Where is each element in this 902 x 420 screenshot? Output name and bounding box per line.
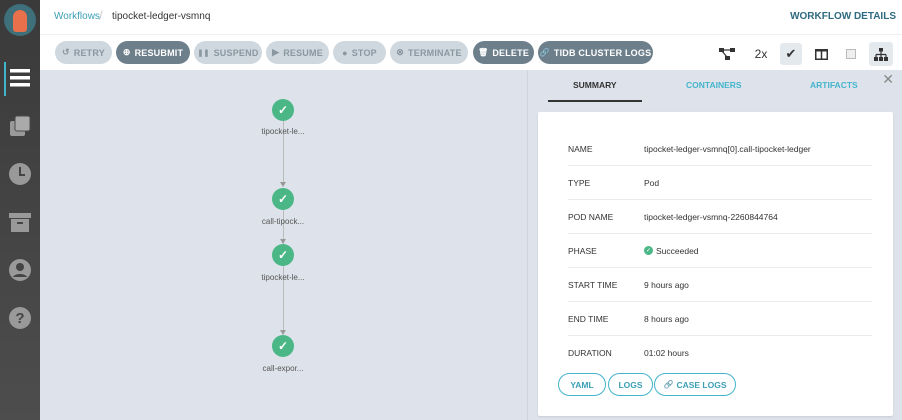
node-label: tipocket-le... (261, 273, 305, 282)
terminate-label: TERMINATE (408, 47, 462, 58)
summary-row-start-time: START TIME 9 hours ago (568, 268, 872, 302)
page-title: WORKFLOW DETAILS (790, 11, 896, 22)
row-key: DURATION (568, 348, 612, 358)
graph-edge (283, 206, 284, 244)
check-icon: ✓ (277, 192, 289, 206)
image-icon[interactable] (840, 43, 862, 65)
suspend-button[interactable]: ❚❚ SUSPEND (194, 41, 262, 64)
delete-button[interactable]: 🗑 DELETE (473, 41, 534, 64)
active-tab-underline (548, 100, 642, 102)
case-logs-label: CASE LOGS (676, 379, 727, 390)
graph-node[interactable]: ✓ (272, 99, 294, 121)
row-value: 01:02 hours (644, 348, 689, 358)
row-value: ✓ Succeeded (644, 246, 699, 256)
tab-containers[interactable]: CONTAINERS (686, 80, 742, 90)
user-icon[interactable] (8, 258, 32, 282)
stop-label: STOP (351, 47, 377, 58)
tab-artifacts[interactable]: ARTIFACTS (810, 80, 858, 90)
graph-node[interactable]: ✓ (272, 188, 294, 210)
yaml-button[interactable]: YAML (558, 373, 606, 396)
tab-summary[interactable]: SUMMARY (573, 80, 617, 90)
node-label: tipocket-le... (261, 127, 305, 136)
help-icon[interactable]: ? (8, 306, 32, 330)
tidb-cluster-logs-button[interactable]: 🔗 TIDB CLUSTER LOGS (538, 41, 653, 64)
svg-text:?: ? (15, 310, 24, 327)
check-icon: ✓ (277, 103, 289, 117)
suspend-label: SUSPEND (213, 47, 259, 58)
times-circle-icon: ⊗ (396, 47, 405, 57)
graph-edge (283, 262, 284, 332)
row-key: TYPE (568, 177, 591, 188)
graph-arrow (280, 239, 286, 244)
active-indicator (4, 62, 6, 96)
graph-node[interactable]: ✓ (272, 244, 294, 266)
success-icon: ✓ (644, 246, 653, 255)
check-icon: ✓ (277, 248, 289, 262)
copy-icon[interactable] (8, 114, 32, 138)
node-label: call-tipock... (261, 217, 305, 226)
stop-icon: ● (342, 47, 348, 58)
graph-node[interactable]: ✓ (272, 335, 294, 357)
list-icon[interactable] (8, 66, 32, 90)
graph-arrow (280, 182, 286, 187)
row-value: tipocket-ledger-vsmnq[0].call-tipocket-l… (644, 143, 811, 154)
archive-icon[interactable] (8, 210, 32, 234)
node-details-panel: SUMMARY CONTAINERS ARTIFACTS ✕ NAME tipoc… (527, 70, 902, 420)
graph-icon[interactable] (716, 43, 738, 65)
row-value: 9 hours ago (644, 279, 689, 290)
row-key: END TIME (568, 313, 609, 324)
summary-row-name: NAME tipocket-ledger-vsmnq[0].call-tipock… (568, 132, 872, 166)
summary-row-type: TYPE Pod (568, 166, 872, 200)
close-icon[interactable]: ✕ (882, 71, 894, 87)
stop-button[interactable]: ● STOP (333, 41, 386, 64)
check-icon[interactable]: ✔ (780, 43, 802, 65)
retry-button[interactable]: ↺ RETRY (55, 41, 112, 64)
retry-icon: ↺ (62, 47, 70, 57)
trash-icon: 🗑 (477, 48, 489, 57)
argo-logo[interactable] (4, 4, 36, 36)
row-key: NAME (568, 143, 593, 154)
row-value: 8 hours ago (644, 313, 689, 324)
node-label: call-expor... (262, 364, 304, 373)
resubmit-label: RESUBMIT (134, 47, 184, 58)
retry-label: RETRY (73, 47, 105, 58)
clock-icon[interactable] (8, 162, 32, 186)
row-key: START TIME (568, 279, 618, 290)
sidebar: ? (0, 0, 40, 420)
summary-card: NAME tipocket-ledger-vsmnq[0].call-tipock… (538, 112, 893, 416)
breadcrumb-separator: / (99, 8, 103, 23)
check-icon: ✓ (277, 339, 289, 353)
sitemap-icon[interactable] (869, 42, 893, 66)
columns-icon[interactable] (810, 43, 832, 65)
resume-label: RESUME (283, 47, 323, 58)
case-logs-button[interactable]: 🔗 CASE LOGS (654, 373, 736, 396)
row-value: Pod (644, 177, 660, 188)
summary-row-pod-name: POD NAME tipocket-ledger-vsmnq-2260844764 (568, 200, 872, 234)
delete-label: DELETE (492, 47, 530, 58)
pause-icon: ❚❚ (197, 49, 210, 57)
phase-value: Succeeded (656, 245, 699, 256)
resubmit-button[interactable]: ⊕ RESUBMIT (116, 41, 190, 64)
summary-row-duration: DURATION 01:02 hours (568, 336, 872, 370)
breadcrumb-workflows[interactable]: Workflows (54, 11, 100, 22)
row-key: PHASE (568, 245, 597, 256)
summary-row-phase: PHASE ✓ Succeeded (568, 234, 872, 268)
terminate-button[interactable]: ⊗ TERMINATE (390, 41, 468, 64)
plus-circle-icon: ⊕ (122, 47, 131, 57)
graph-arrow (280, 330, 286, 335)
toolbar: ↺ RETRY ⊕ RESUBMIT ❚❚ SUSPEND ▶ RESUME ● STOP… (40, 34, 902, 70)
header: Workflows / tipocket-ledger-vsmnq WORKFL… (40, 0, 902, 34)
link-icon: 🔗 (663, 380, 674, 389)
link-icon: 🔗 (539, 48, 550, 57)
row-key: POD NAME (568, 211, 614, 222)
row-value: tipocket-ledger-vsmnq-2260844764 (644, 211, 778, 222)
play-icon: ▶ (272, 47, 280, 57)
tidb-cluster-logs-label: TIDB CLUSTER LOGS (553, 47, 652, 58)
logs-button[interactable]: LOGS (608, 373, 653, 396)
summary-row-end-time: END TIME 8 hours ago (568, 302, 872, 336)
zoom-toggle[interactable]: 2x (754, 47, 768, 61)
graph-edge (283, 118, 284, 183)
breadcrumb-current: tipocket-ledger-vsmnq (112, 11, 211, 22)
resume-button[interactable]: ▶ RESUME (266, 41, 329, 64)
